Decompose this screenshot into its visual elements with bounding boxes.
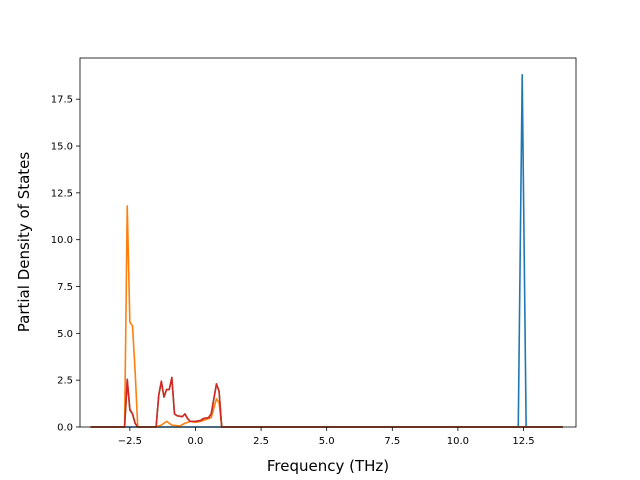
x-tick-label: 12.5	[512, 436, 534, 447]
y-tick-label: 15.0	[51, 142, 73, 153]
series-line-3	[90, 376, 563, 428]
y-tick-label: 5.0	[57, 329, 73, 340]
y-tick-label: 2.5	[57, 376, 73, 387]
y-tick-label: 17.5	[51, 95, 73, 106]
y-tick-label: 10.0	[51, 235, 73, 246]
x-axis-label: Frequency (THz)	[267, 457, 389, 475]
x-tick-label: 0.0	[188, 436, 204, 447]
y-tick-label: 7.5	[57, 282, 73, 293]
x-tick-label: 2.5	[253, 436, 269, 447]
y-tick-label: 12.5	[51, 188, 73, 199]
series-line-0	[90, 74, 563, 428]
x-tick-label: 5.0	[319, 436, 335, 447]
y-axis: 0.0 2.5 5.0 7.5 10.0 12.5 15.0 17.5	[51, 95, 80, 434]
y-axis-label: Partial Density of States	[15, 152, 33, 333]
x-axis: −2.5 0.0 2.5 5.0 7.5 10.0 12.5	[118, 427, 535, 447]
y-tick-label: 0.0	[57, 423, 73, 434]
x-tick-label: −2.5	[118, 436, 142, 447]
series-line-1	[90, 205, 563, 428]
plot-frame	[79, 57, 577, 428]
series-layer	[90, 74, 563, 428]
x-tick-label: 10.0	[447, 436, 469, 447]
x-tick-label: 7.5	[384, 436, 400, 447]
